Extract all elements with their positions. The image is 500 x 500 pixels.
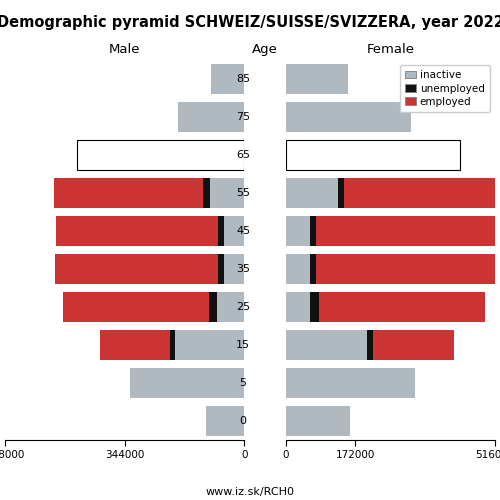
Bar (130, 368, 244, 398)
Bar (319, 292, 486, 322)
Text: Demographic pyramid SCHWEIZ/SUISSE/SVIZZERA, year 2022: Demographic pyramid SCHWEIZ/SUISSE/SVIZZ… (0, 15, 500, 30)
Bar (63, 292, 209, 322)
Bar (286, 64, 348, 94)
Bar (56, 216, 218, 246)
Bar (216, 292, 244, 322)
Legend: inactive, unemployed, employed: inactive, unemployed, employed (400, 65, 490, 112)
Title: Female: Female (366, 43, 414, 56)
Bar (310, 292, 319, 322)
Bar (344, 178, 494, 208)
Bar (209, 292, 216, 322)
Bar (286, 216, 310, 246)
Bar (310, 216, 316, 246)
Bar (286, 254, 310, 284)
Bar (206, 406, 244, 436)
Text: www.iz.sk/RCH0: www.iz.sk/RCH0 (206, 487, 294, 497)
Bar (366, 330, 373, 360)
Bar (218, 254, 224, 284)
Bar (178, 102, 244, 132)
Bar (54, 178, 204, 208)
Bar (316, 254, 498, 284)
Bar (286, 178, 339, 208)
Bar (286, 292, 310, 322)
Bar (78, 140, 244, 170)
Bar (286, 140, 460, 170)
Bar (286, 368, 416, 398)
Bar (310, 254, 316, 284)
Bar (204, 178, 210, 208)
Bar (218, 216, 224, 246)
Bar (338, 178, 344, 208)
Bar (212, 64, 244, 94)
Title: Age: Age (252, 43, 278, 56)
Bar (316, 216, 498, 246)
Bar (286, 330, 366, 360)
Bar (210, 178, 244, 208)
Bar (224, 254, 244, 284)
Bar (170, 330, 175, 360)
Bar (286, 406, 350, 436)
Bar (224, 216, 244, 246)
Bar (175, 330, 244, 360)
Bar (286, 102, 412, 132)
Bar (100, 330, 170, 360)
Bar (55, 254, 218, 284)
Bar (373, 330, 454, 360)
Title: Male: Male (109, 43, 140, 56)
